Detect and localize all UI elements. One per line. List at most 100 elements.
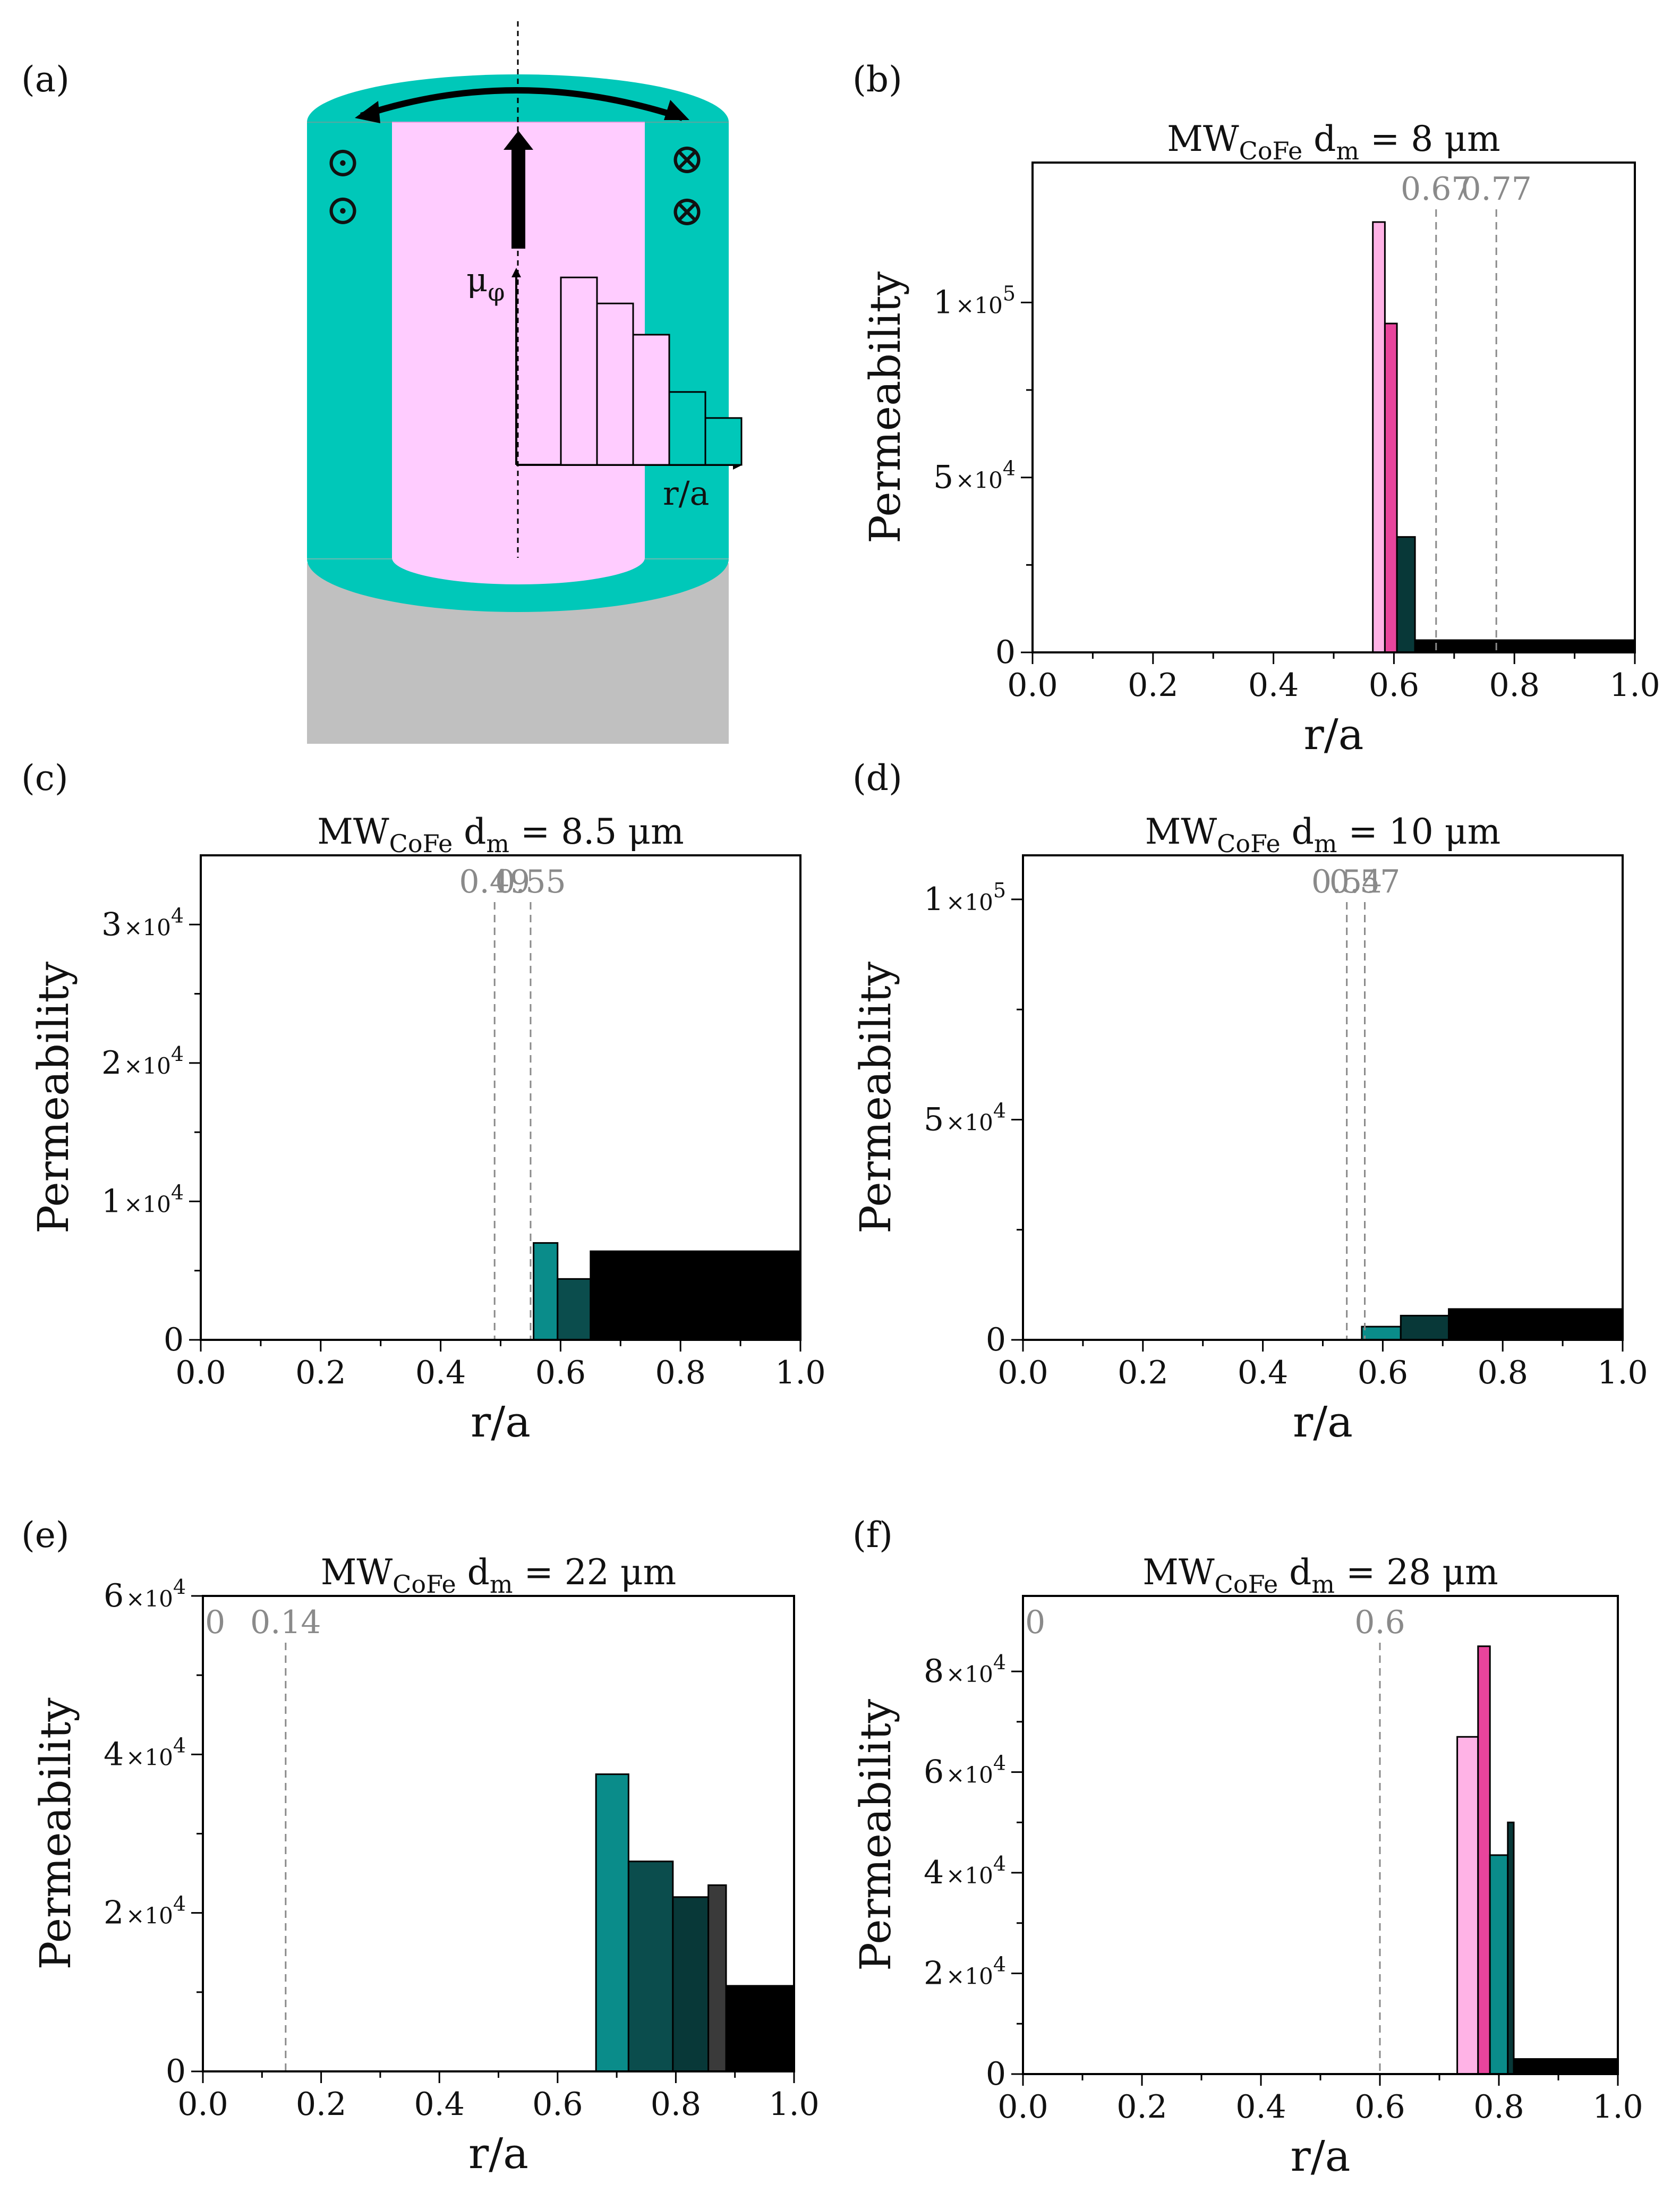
y-tick-label: 0 — [164, 1321, 184, 1358]
inset-bar — [704, 417, 743, 466]
x-tick-label: 0.8 — [1473, 2088, 1524, 2126]
y-tick-label: 0 — [986, 1321, 1006, 1358]
circulation-arrow — [360, 87, 684, 121]
y-tick-label: 8×104 — [924, 1651, 1006, 1690]
y-tick-label: 1×105 — [933, 282, 1016, 321]
substrate-base — [307, 563, 729, 744]
bar-f-2 — [1489, 1854, 1509, 2075]
bar-c-0 — [533, 1242, 559, 1341]
y-tick-label: 4×104 — [104, 1734, 186, 1773]
x-tick-label: 0.2 — [295, 1354, 346, 1391]
y-tick-label: 4×104 — [924, 1852, 1006, 1891]
bar-b-2 — [1396, 536, 1416, 653]
x-tick-label: 0.6 — [1354, 2088, 1405, 2126]
x-tick-label: 0.4 — [1248, 667, 1299, 704]
y-tick-label: 1×104 — [101, 1180, 184, 1220]
y-tick-label: 0 — [166, 2053, 186, 2090]
x-axis-label: r/a — [1304, 710, 1364, 759]
x-tick-label: 0.0 — [175, 1354, 226, 1391]
panel-a-letter: (a) — [21, 59, 70, 100]
x-tick-label: 0.8 — [1477, 1354, 1528, 1391]
inset-bar — [560, 276, 598, 466]
y-tick-label: 6×104 — [924, 1752, 1006, 1791]
y-tick-label: 3×104 — [101, 904, 184, 943]
x-tick-label: 0.8 — [651, 2086, 701, 2123]
panel-f-letter: (f) — [852, 1515, 893, 1556]
x-tick-label: 0.6 — [532, 2086, 583, 2123]
x-tick-label: 1.0 — [1597, 1354, 1648, 1391]
x-tick-label: 1.0 — [775, 1354, 825, 1391]
y-tick-label: 2×104 — [104, 1892, 186, 1932]
panel-c-chart: (c) MWCoFe dm = 8.5 μm 0.490.55 0.0 0.2 0.4 0.… — [21, 758, 826, 1447]
dot-out-icon: ⊙ — [325, 137, 361, 186]
x-tick-label: 1.0 — [769, 2086, 819, 2123]
x-tick-label: 0.0 — [177, 2086, 228, 2123]
bar-e-1 — [627, 1860, 674, 2072]
corner-zero-label: 0 — [1025, 1604, 1045, 1641]
bar-d-2 — [1448, 1308, 1624, 1341]
panel-c-letter: (c) — [21, 758, 68, 798]
dashed-marker-label: 0.6 — [1354, 1604, 1405, 1641]
x-tick-label: 0.0 — [997, 2088, 1048, 2126]
x-tick-label: 0.2 — [1116, 2088, 1167, 2126]
diagram-x-label: r/a — [663, 474, 710, 513]
chart-title: MWCoFe dm = 22 μm — [321, 1552, 677, 1599]
dot-out-icon-2: ⊙ — [325, 185, 361, 234]
y-tick-label: 2×104 — [101, 1042, 184, 1082]
dashed-marker-label: 0.54 — [1311, 863, 1383, 900]
y-tick-label: 2×104 — [924, 1953, 1006, 1992]
dashed-marker-label: 0.67 — [1401, 171, 1472, 208]
bar-e-0 — [595, 1773, 629, 2072]
bar-c-1 — [557, 1278, 592, 1341]
x-axis-label: r/a — [1293, 1397, 1353, 1447]
y-axis-label: Permeability — [851, 962, 900, 1234]
y-axis-label: Permeability — [851, 1699, 900, 1971]
bar-f-4 — [1513, 2058, 1619, 2075]
panel-d-chart: (d) MWCoFe dm = 10 μm 0.540.57 0.0 0.2 0.4 0.6… — [851, 758, 1648, 1447]
dashed-marker-label: 0.55 — [495, 863, 566, 900]
x-axis-label: r/a — [471, 1397, 531, 1447]
x-tick-label: 0.0 — [1007, 667, 1058, 704]
dashed-marker-label: 0.49 — [459, 863, 530, 900]
plot-frame — [1022, 854, 1624, 1341]
x-tick-label: 0.8 — [655, 1354, 705, 1391]
corner-zero-label: 0 — [205, 1604, 225, 1641]
x-tick-label: 0.2 — [1128, 667, 1178, 704]
mu-phi-label: μφ — [466, 260, 505, 307]
y-tick-label: 1×105 — [924, 879, 1006, 918]
dashed-marker-label: 0.14 — [250, 1604, 321, 1641]
chart-title: MWCoFe dm = 28 μm — [1142, 1552, 1498, 1599]
y-tick-label: 6×104 — [104, 1575, 186, 1615]
y-axis-label: Permeability — [860, 271, 910, 543]
bar-f-1 — [1477, 1645, 1491, 2075]
bar-b-0 — [1372, 221, 1386, 653]
current-arrow-icon — [504, 131, 533, 150]
chart-title: MWCoFe dm = 10 μm — [1145, 811, 1501, 858]
x-tick-label: 0.4 — [415, 1354, 466, 1391]
plot-frame — [1031, 162, 1636, 653]
y-tick-label: 0 — [995, 634, 1016, 671]
inset-histogram — [560, 276, 743, 466]
x-tick-label: 0.4 — [1238, 1354, 1288, 1391]
x-tick-label: 0.6 — [1358, 1354, 1408, 1391]
plot-frame — [1022, 1595, 1619, 2075]
y-axis-label: Permeability — [31, 1697, 80, 1969]
x-tick-label: 1.0 — [1592, 2088, 1643, 2126]
x-tick-label: 0.4 — [414, 2086, 464, 2123]
panel-e-letter: (e) — [21, 1515, 70, 1556]
bar-f-0 — [1456, 1736, 1479, 2075]
bar-c-2 — [590, 1250, 801, 1341]
x-tick-label: 0.2 — [1118, 1354, 1168, 1391]
panel-d-letter: (d) — [852, 758, 902, 798]
dashed-marker-label: 0.57 — [1329, 863, 1401, 900]
panel-f-chart: (f)MWCoFe dm = 28 μm0.600.0 0.2 0.4 0.6 0.8 1… — [851, 1515, 1643, 2181]
y-tick-label: 0 — [986, 2055, 1006, 2093]
x-axis-label: r/a — [468, 2129, 528, 2178]
inset-bar — [596, 302, 634, 466]
x-tick-label: 0.2 — [296, 2086, 346, 2123]
inset-bar — [668, 391, 706, 466]
x-tick-label: 0.8 — [1489, 667, 1539, 704]
x-tick-label: 1.0 — [1609, 667, 1660, 704]
